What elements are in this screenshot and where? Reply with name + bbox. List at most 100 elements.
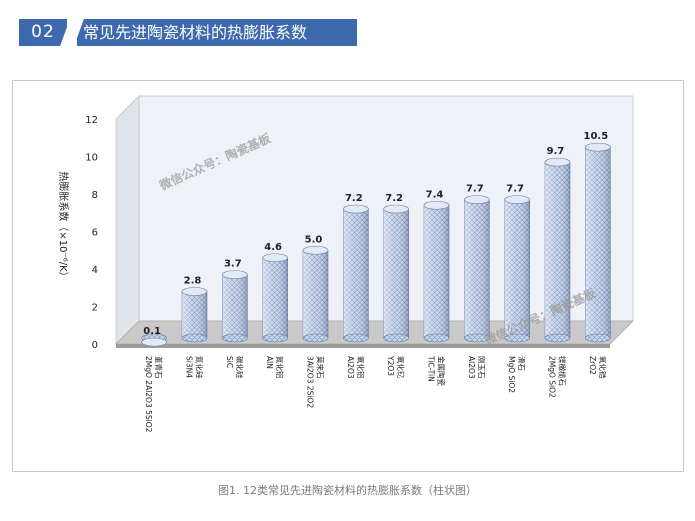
x-tick-label: MgO SiO2 <box>507 356 516 393</box>
x-tick-label: 2MgO 2Al2O3 5SiO2 <box>144 356 153 433</box>
bar-shading <box>343 209 369 338</box>
x-tick-label: 2MgO SiO2 <box>548 356 557 398</box>
x-tick-label: 金属陶瓷 <box>437 356 447 386</box>
bar-base <box>343 333 369 343</box>
data-label: 7.2 <box>385 193 403 204</box>
x-tick-label: SiC <box>225 356 234 368</box>
bar-top <box>423 200 450 210</box>
data-label: 7.4 <box>426 189 444 200</box>
bar: 4.6 <box>262 242 288 343</box>
y-axis: 0 2 4 6 8 10 12 热膨胀系数（×10⁻⁶/K） <box>57 115 98 351</box>
x-tick-label: 镁橄榄石 <box>558 356 568 386</box>
data-label: 7.2 <box>345 193 363 204</box>
bar: 7.2 <box>383 193 409 343</box>
data-label: 9.7 <box>547 146 565 157</box>
x-tick-label: 氧化锆 <box>598 356 608 379</box>
data-label: 3.7 <box>224 259 242 270</box>
x-tick-label: Si3N4 <box>185 356 194 378</box>
bar-shading <box>585 147 611 338</box>
bar: 5.0 <box>302 234 329 343</box>
y-axis-title: 热膨胀系数（×10⁻⁶/K） <box>57 171 70 281</box>
x-tick-label: 滑石 <box>517 356 527 371</box>
x-tick-label: Y2O3 <box>386 355 395 376</box>
bar-top <box>181 287 208 296</box>
bar-shading <box>383 209 409 338</box>
bar-shading <box>182 291 207 338</box>
section-title: 常见先进陶瓷材料的热膨胀系数 <box>77 19 357 46</box>
x-tick-label: 氮化铝 <box>275 356 285 379</box>
bars-group: 0.1 2.8 3.7 4.6 5.0 7.2 7.2 7.4 7.7 7.7 9.7 10.5 <box>141 131 611 347</box>
bar-top <box>504 195 530 204</box>
bar-top <box>222 270 248 279</box>
floor-edge <box>116 344 610 348</box>
bar-base <box>585 333 611 343</box>
bar: 0.1 <box>141 326 167 347</box>
x-tick-label: 3Al2O3 2SiO2 <box>306 356 315 408</box>
data-label: 5.0 <box>305 234 323 245</box>
section-header: 02 常见先进陶瓷材料的热膨胀系数 <box>19 19 357 46</box>
x-tick-label: 氧化钇 <box>396 356 406 379</box>
data-label: 7.7 <box>506 184 524 195</box>
bar-base <box>423 333 450 343</box>
x-tick-label: ZrO2 <box>588 356 597 375</box>
x-tick-label: Al2O3 <box>346 356 355 379</box>
x-axis-labels: 2MgO 2Al2O3 5SiO2 堇青石 Si3N4 氮化硅 SiC 碳化硅 AlN 氮化铝… <box>144 355 608 433</box>
bar-shading <box>424 205 449 338</box>
y-tick-label: 8 <box>92 190 98 201</box>
bar-base <box>464 333 490 343</box>
y-tick-label: 12 <box>85 115 98 126</box>
x-tick-label: 莫来石 <box>316 356 326 379</box>
bar-base <box>544 333 571 343</box>
data-label: 10.5 <box>583 131 608 142</box>
x-tick-label: 氧化铝 <box>356 356 366 379</box>
bar-base <box>222 333 248 343</box>
figure-caption: 图1. 12类常见先进陶瓷材料的热膨胀系数（柱状图） <box>218 484 477 497</box>
bar-shading <box>262 257 288 338</box>
bar-shading <box>222 274 248 338</box>
data-label: 4.6 <box>264 242 282 253</box>
x-tick-label: AlN <box>265 356 274 369</box>
x-tick-label: 氮化硅 <box>195 356 205 379</box>
y-tick-label: 6 <box>92 228 98 239</box>
bar-chart: 0 2 4 6 8 10 12 热膨胀系数（×10⁻⁶/K） 0.1 2.8 3.7 4.6 5.0 7… <box>57 95 634 433</box>
bar: 3.7 <box>222 259 248 343</box>
bar-base <box>302 333 329 343</box>
bar-top <box>383 204 409 214</box>
y-tick-label: 4 <box>92 265 98 276</box>
bar-base <box>262 333 288 343</box>
x-tick-label: 堇青石 <box>154 356 164 379</box>
data-label: 2.8 <box>184 276 202 287</box>
bar-top <box>464 195 490 204</box>
bar-top <box>141 337 167 347</box>
bar-top <box>544 157 571 167</box>
bar: 10.5 <box>583 131 611 343</box>
bar-top <box>262 253 288 263</box>
bar: 2.8 <box>181 276 208 343</box>
data-label: 0.1 <box>143 326 161 337</box>
bar-base <box>383 333 409 343</box>
x-tick-label: 刚玉石 <box>477 356 486 379</box>
bar: 7.7 <box>504 184 530 343</box>
y-tick-label: 0 <box>92 340 98 351</box>
bar-shading <box>303 250 328 338</box>
bar: 7.7 <box>464 184 490 343</box>
bar-shading <box>464 199 490 338</box>
side-wall <box>115 95 140 345</box>
x-tick-label: Al2O3 <box>467 356 476 379</box>
section-number: 02 <box>19 19 67 46</box>
bar-base <box>181 333 208 343</box>
bar-shading <box>504 199 530 338</box>
y-tick-label: 2 <box>92 303 98 314</box>
bar-top <box>302 245 329 255</box>
x-tick-label: 碳化硅 <box>235 356 245 379</box>
bar-top <box>343 204 369 214</box>
bar: 7.4 <box>423 189 450 343</box>
bar-base <box>504 333 530 343</box>
x-tick-label: TiC-TiN <box>427 355 436 382</box>
data-label: 7.7 <box>466 184 484 195</box>
bar-top <box>585 142 611 152</box>
y-tick-label: 10 <box>85 153 98 164</box>
bar: 7.2 <box>343 193 369 343</box>
bar-shading <box>545 162 570 338</box>
bar: 9.7 <box>544 146 571 343</box>
